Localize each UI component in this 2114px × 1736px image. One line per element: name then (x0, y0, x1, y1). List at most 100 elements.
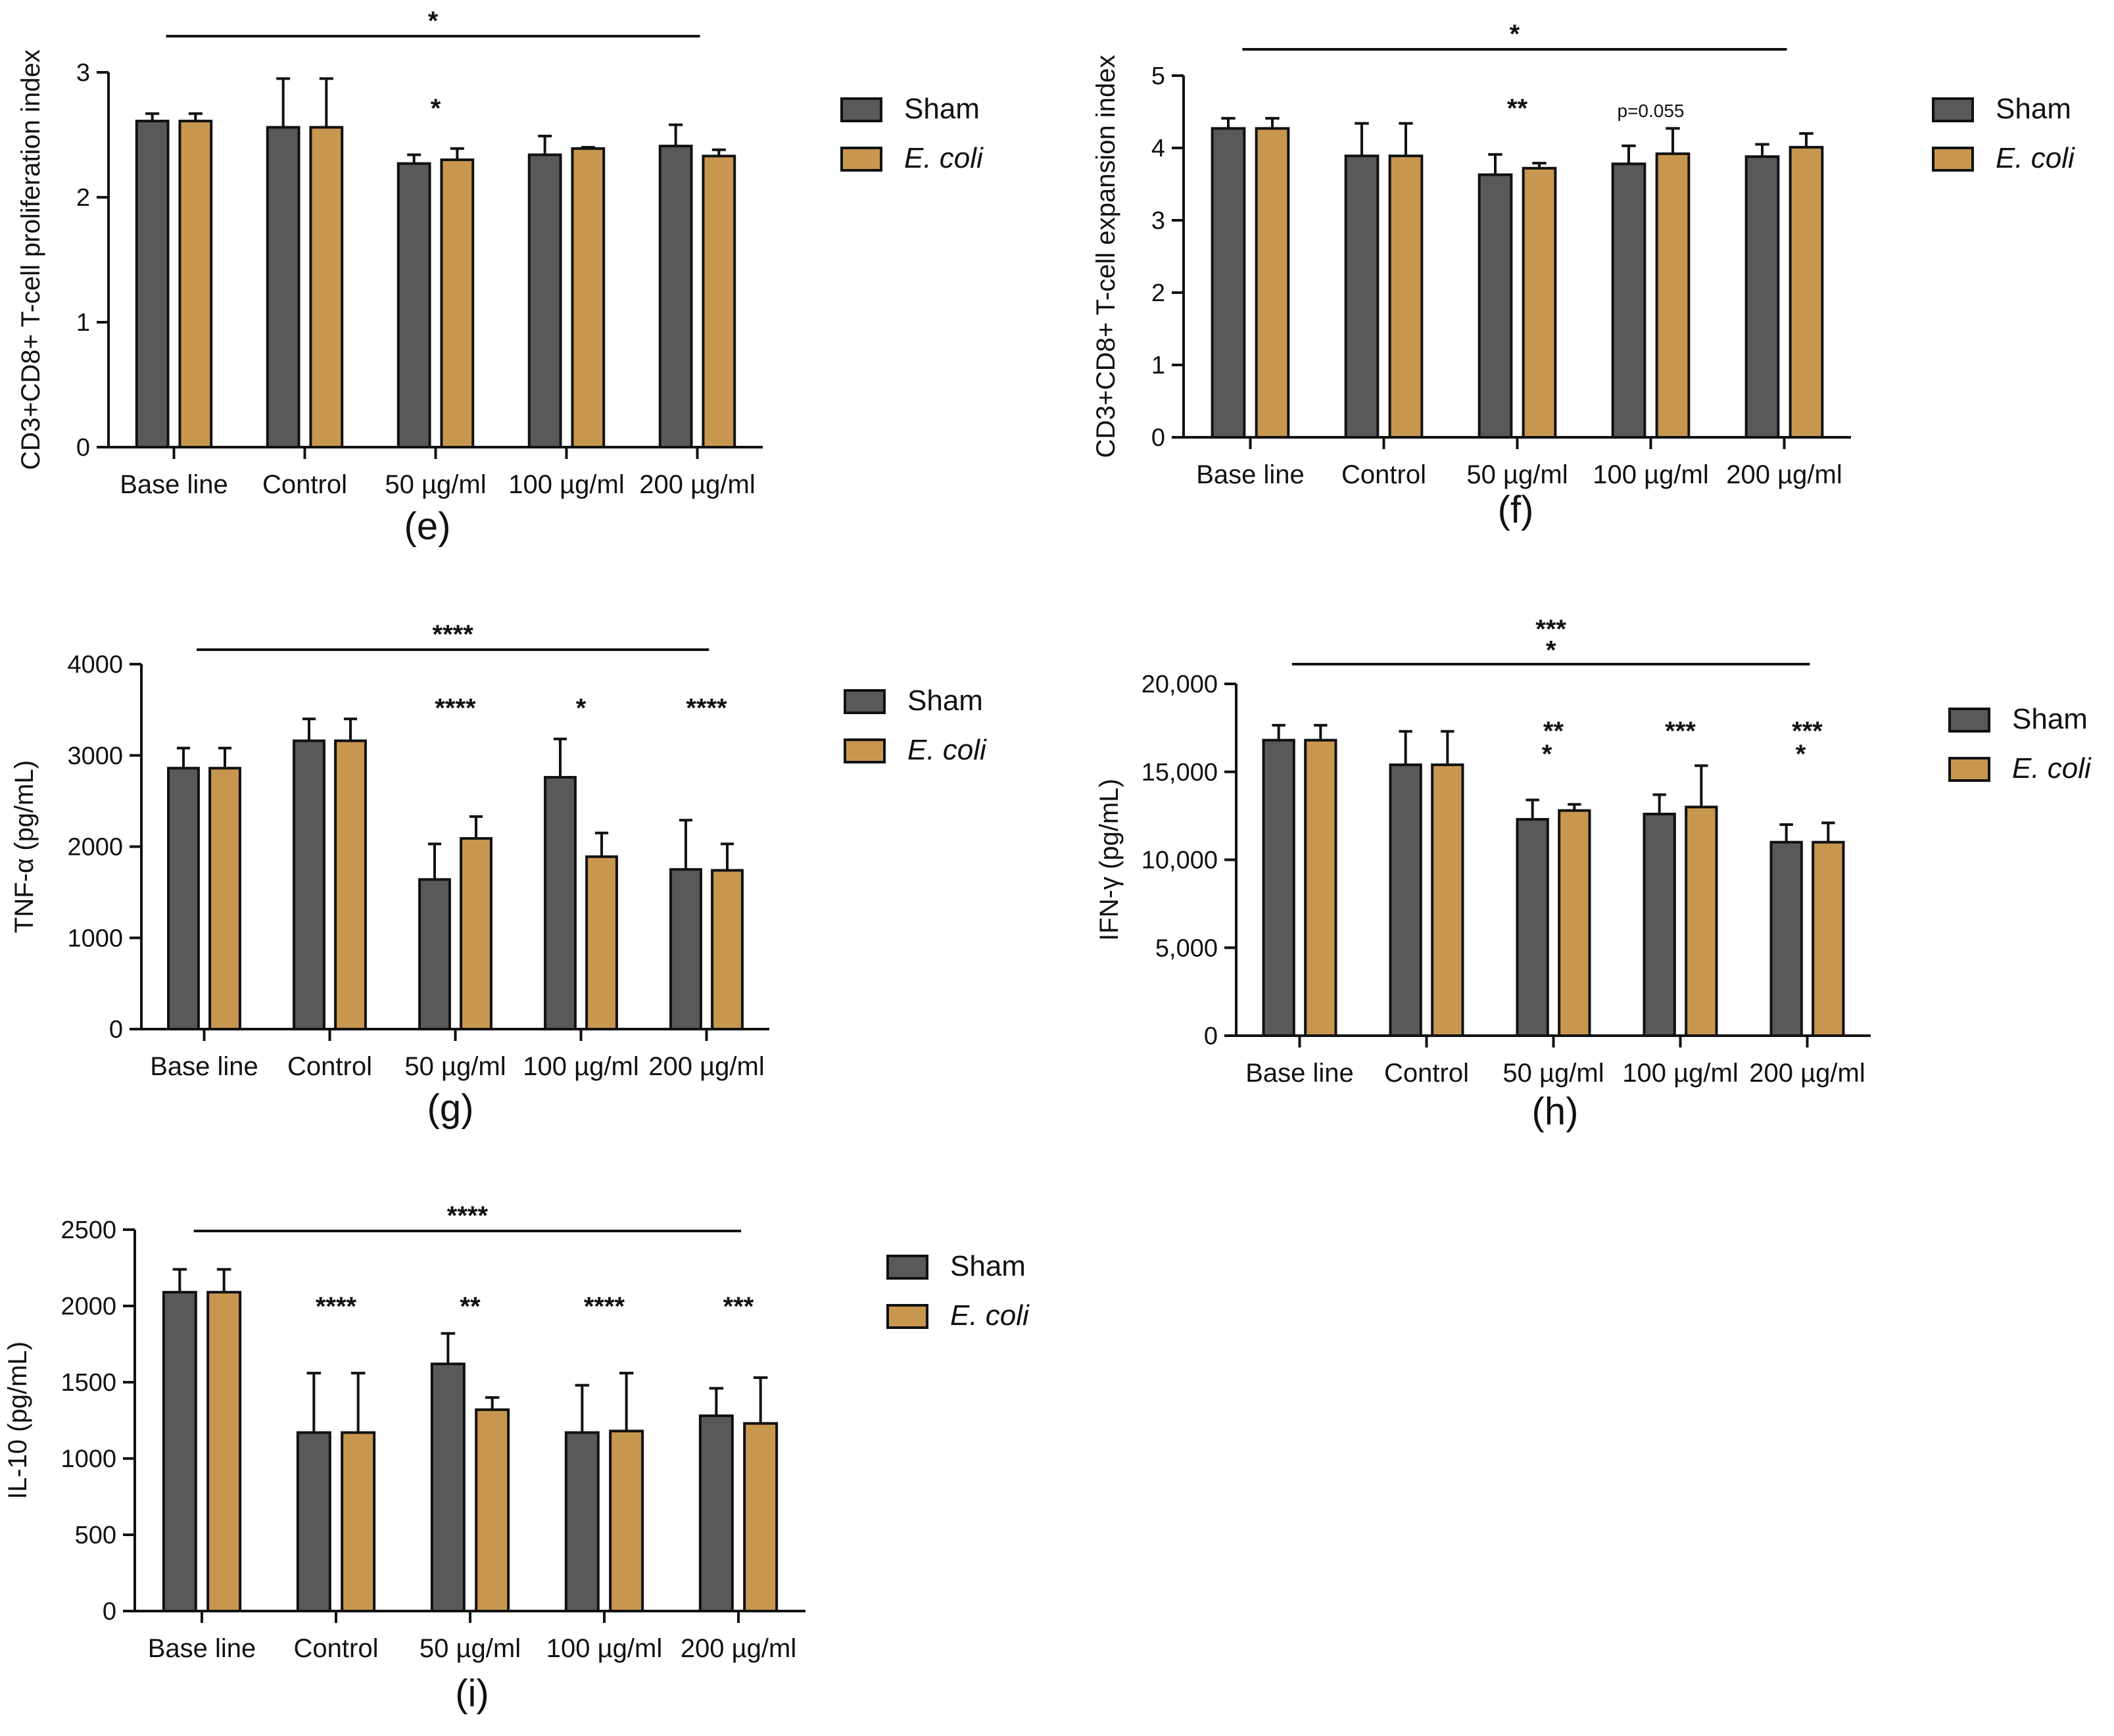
x-tick-label: 200 µg/ml (648, 1052, 764, 1081)
panel-label: (g) (427, 1087, 474, 1130)
significance-marker: **** (316, 1292, 357, 1321)
bar-ecoli (1812, 840, 1845, 1037)
bar-ecoli (1685, 806, 1718, 1037)
y-tick-label: 1000 (60, 1445, 116, 1473)
x-tick-label: 50 µg/ml (404, 1052, 506, 1081)
bar-sham (1516, 817, 1549, 1037)
bar-ecoli (1255, 127, 1290, 439)
chart-panel-e: 0 1 2 3 CD3+CD8+ T-cell proliferation index B… (16, 7, 984, 548)
legend-swatch-ecoli (886, 1304, 928, 1329)
bar-ecoli (460, 837, 492, 1030)
legend-label-sham: Sham (1996, 93, 2071, 125)
bar-sham (1344, 155, 1380, 439)
bar-ecoli (341, 1431, 376, 1613)
bar-ecoli (609, 1430, 644, 1612)
x-tick-label: Base line (148, 1634, 256, 1663)
bar-sham (1262, 738, 1295, 1037)
y-tick-label: 5 (1151, 62, 1165, 90)
y-tick-label: 2500 (60, 1217, 116, 1244)
x-tick-label: 200 µg/ml (1749, 1059, 1865, 1088)
panel-label: (h) (1532, 1090, 1579, 1133)
bar-ecoli (743, 1422, 779, 1612)
legend-swatch-sham (1932, 97, 1974, 122)
x-tick-label: 100 µg/ml (1622, 1059, 1738, 1088)
x-tick-label: Base line (1196, 460, 1305, 489)
bar-ecoli (178, 120, 213, 448)
significance-marker: *** (1665, 717, 1696, 746)
bar-sham (1389, 763, 1422, 1038)
x-tick-label: Base line (1245, 1059, 1354, 1088)
legend-label-sham: Sham (907, 685, 983, 717)
legend-label-sham: Sham (2012, 703, 2088, 735)
y-tick-label: 3000 (67, 742, 123, 770)
legend-label-ecoli: E. coli (950, 1299, 1030, 1332)
y-tick-label: 0 (1151, 424, 1165, 452)
bar-ecoli (1522, 166, 1557, 439)
significance-marker: **** (435, 694, 476, 723)
bar-ecoli (334, 739, 367, 1031)
x-tick-label: Base line (120, 470, 228, 499)
legend-swatch-ecoli (840, 147, 882, 172)
bar-ecoli (1304, 738, 1337, 1037)
bar-sham (167, 767, 200, 1031)
chart-panel-g: 0 1000 2000 3000 4000 TNF-α (pg/mL) Base line C… (10, 620, 987, 1130)
bar-ecoli (1558, 809, 1591, 1037)
x-tick-label: 50 µg/ml (420, 1634, 521, 1663)
y-tick-label: 1 (76, 309, 90, 337)
bar-ecoli (571, 147, 606, 448)
legend-swatch-ecoli (1948, 757, 1990, 782)
y-tick-label: 0 (103, 1598, 116, 1626)
bar-sham (564, 1431, 600, 1613)
x-tick-label: 100 µg/ml (523, 1052, 638, 1081)
bar-ecoli (206, 1291, 242, 1612)
bar-sham (1477, 173, 1513, 439)
legend-swatch-sham (1948, 708, 1990, 733)
significance-marker: ** (1507, 94, 1528, 123)
significance-marker: * (1542, 740, 1552, 769)
bar-ecoli (1431, 763, 1464, 1038)
significance-marker: * (576, 694, 587, 723)
bar-sham (396, 162, 431, 448)
bar-ecoli (309, 126, 344, 448)
bar-ecoli (702, 155, 736, 449)
bar-sham (1769, 840, 1803, 1037)
bar-ecoli (1655, 152, 1691, 439)
bar-ecoli (208, 767, 241, 1031)
significance-marker: * (1796, 740, 1806, 769)
y-tick-label: 3 (76, 59, 90, 87)
y-axis-label: TNF-α (pg/mL) (10, 760, 39, 933)
x-tick-label: Control (262, 470, 347, 499)
y-tick-label: 2000 (60, 1293, 116, 1320)
chart-panel-f: 0 1 2 3 4 5 CD3+CD8+ T-cell expansion index Bas… (1092, 20, 2075, 531)
x-tick-label: Control (287, 1052, 372, 1081)
legend-swatch-sham (844, 689, 886, 714)
legend-swatch-sham (886, 1255, 928, 1280)
bar-ecoli (475, 1408, 510, 1612)
significance-marker: ** (460, 1292, 481, 1321)
panel-label: (f) (1498, 489, 1534, 531)
bar-ecoli (585, 855, 618, 1030)
bar-sham (293, 739, 325, 1031)
x-tick-label: 50 µg/ml (1502, 1059, 1604, 1088)
chart-panel-h: 0 5,000 10,000 15,000 20,000 IFN-γ (pg/mL) Bas… (1095, 615, 2092, 1133)
bracket-label: * (428, 7, 439, 36)
x-tick-label: 50 µg/ml (385, 470, 486, 499)
bar-sham (418, 878, 451, 1030)
legend-label-sham: Sham (950, 1250, 1026, 1282)
bar-sham (698, 1414, 734, 1613)
y-tick-label: 500 (75, 1522, 116, 1549)
bar-ecoli (711, 869, 744, 1030)
bar-ecoli (1388, 155, 1424, 439)
y-tick-label: 1500 (60, 1369, 116, 1397)
y-axis-label: CD3+CD8+ T-cell proliferation index (16, 49, 45, 470)
x-tick-label: Control (1341, 460, 1426, 489)
bar-sham (1643, 812, 1676, 1037)
charts-root: 0 1 2 3 CD3+CD8+ T-cell proliferation index B… (3, 7, 2092, 1715)
bracket-label: **** (433, 620, 474, 649)
x-tick-label: Control (1384, 1059, 1469, 1088)
significance-marker: *** (1792, 717, 1823, 746)
bar-sham (658, 145, 693, 448)
x-tick-label: Base line (150, 1052, 258, 1081)
bar-sham (527, 153, 562, 448)
